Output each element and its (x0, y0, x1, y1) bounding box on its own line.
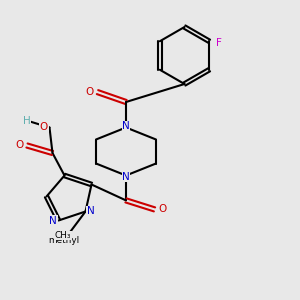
Text: O: O (86, 87, 94, 97)
Text: CH₃: CH₃ (55, 231, 71, 240)
Text: N: N (122, 121, 130, 131)
Text: O: O (15, 140, 23, 151)
Text: N: N (87, 206, 95, 217)
Text: H: H (23, 116, 31, 127)
Text: O: O (158, 204, 166, 214)
Text: N: N (122, 172, 130, 182)
Text: methyl: methyl (48, 236, 79, 245)
Text: N: N (49, 215, 57, 226)
Text: O: O (40, 122, 48, 132)
Text: F: F (216, 38, 222, 48)
